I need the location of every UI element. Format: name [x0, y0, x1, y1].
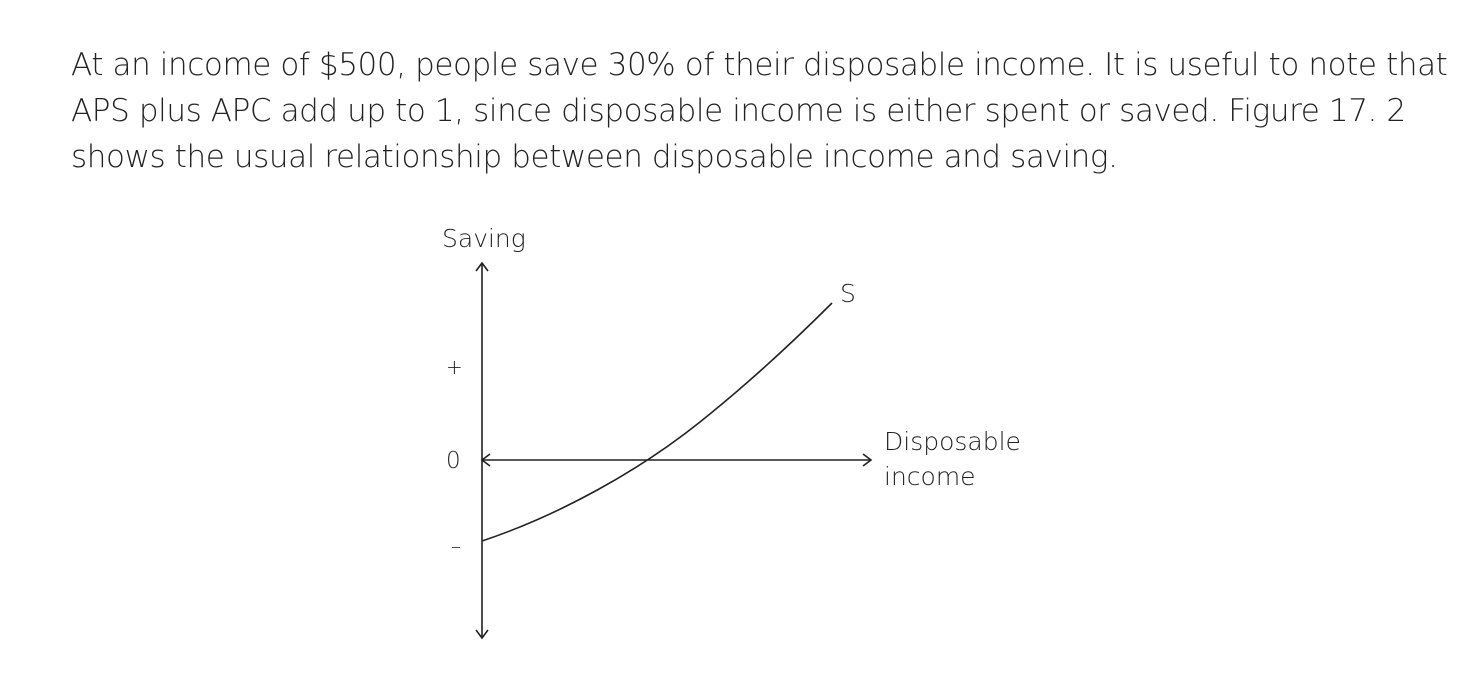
body-paragraph: At an income of $500, people save 30% of… — [71, 42, 1448, 180]
x-axis-label-line-1: Disposable — [884, 427, 1021, 456]
paragraph-line-3: shows the usual relationship between dis… — [71, 139, 1118, 175]
zero-mark: 0 — [446, 448, 461, 474]
y-axis-arrow-up — [475, 261, 489, 272]
x-axis-arrow-left — [480, 453, 491, 467]
minus-mark: – — [451, 534, 461, 558]
y-axis-arrow-down — [475, 629, 489, 640]
x-axis-label-line-2: income — [884, 462, 976, 491]
saving-curve — [481, 302, 833, 542]
paragraph-line-2: APS plus APC add up to 1, since disposab… — [71, 93, 1406, 129]
y-axis-label: Saving — [442, 224, 526, 253]
plus-mark: + — [446, 355, 463, 379]
x-axis-arrow-right — [862, 453, 873, 467]
curve-label: S — [840, 279, 856, 308]
paragraph-line-1: At an income of $500, people save 30% of… — [71, 47, 1448, 83]
